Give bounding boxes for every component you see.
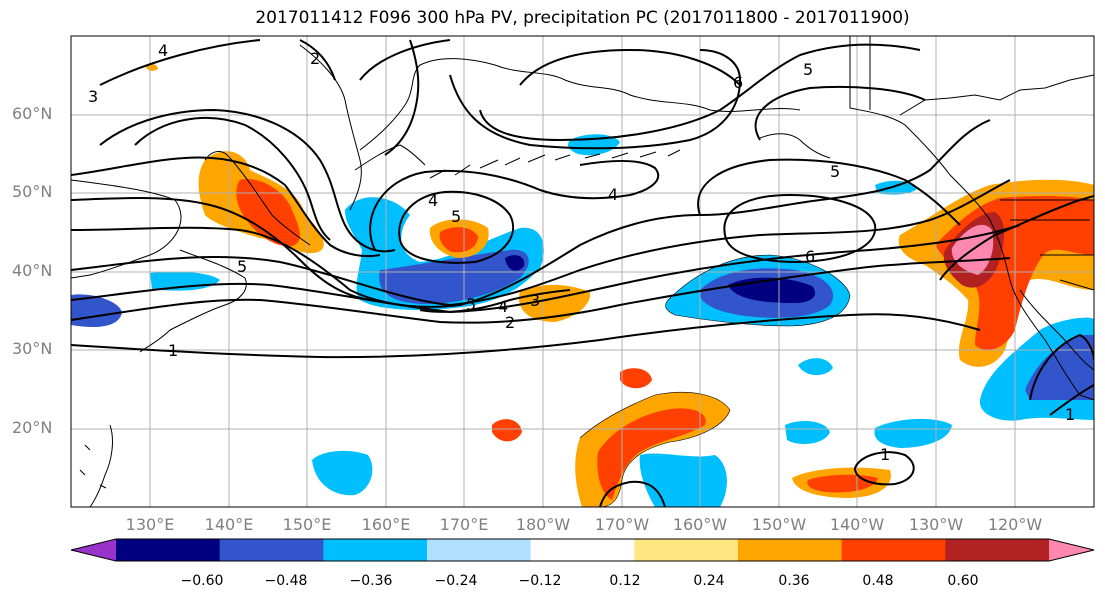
contour-label: 3 xyxy=(530,291,540,310)
contour-label: 2 xyxy=(310,49,320,68)
contour-label: 1 xyxy=(168,341,178,360)
contour-label: 4 xyxy=(608,185,618,204)
anomaly-negative-20n-150w xyxy=(785,420,830,444)
longitude-label: 150°W xyxy=(751,515,807,534)
contour-label: 6 xyxy=(805,247,815,266)
anomaly-negative-15n xyxy=(639,453,727,507)
anomaly-strong-20n xyxy=(597,408,706,500)
colorbar-tick-label: 0.48 xyxy=(862,573,894,589)
colorbar-tick-label: −0.60 xyxy=(180,573,224,589)
colorbar-cell xyxy=(530,539,635,561)
anomaly-positive-28n xyxy=(620,368,652,389)
contour-label-group: 4 2 3 6 5 5 4 4 5 6 5 5 4 3 2 1 1 1 xyxy=(88,41,1075,464)
colorbar-tick-label: 0.24 xyxy=(693,573,725,589)
longitude-label: 130°W xyxy=(908,515,964,534)
colorbar-tick-label: −0.48 xyxy=(264,573,308,589)
map-frame xyxy=(70,35,1095,508)
anomaly-strong-170e xyxy=(439,227,478,253)
contour-label: 6 xyxy=(733,73,743,92)
anomaly-strong-japan xyxy=(236,179,300,247)
pv-contours xyxy=(71,39,1094,507)
colorbar-extend-high xyxy=(1049,539,1094,561)
colorbar xyxy=(70,538,1095,562)
longitude-label: 140°E xyxy=(204,515,254,534)
anomaly-negative-gulf xyxy=(875,180,918,195)
anomaly-negative-30n xyxy=(798,358,833,376)
anomaly-negative-25n-west xyxy=(312,450,373,496)
colorbar-outline xyxy=(70,538,1095,562)
latitude-label: 50°N xyxy=(12,182,53,201)
anomaly-positive-22n xyxy=(492,419,522,442)
longitude-label: 120°W xyxy=(987,515,1043,534)
colorbar-cell xyxy=(945,539,1050,561)
colorbar-tick-label: −0.12 xyxy=(518,573,562,589)
contour-label: 1 xyxy=(880,445,890,464)
map-title: 2017011412 F096 300 hPa PV, precipitatio… xyxy=(255,8,910,28)
contour-label: 3 xyxy=(88,87,98,106)
latitude-label: 60°N xyxy=(12,104,53,123)
anomaly-negative-central-strong xyxy=(379,249,529,305)
contour-label: 5 xyxy=(466,295,476,314)
longitude-label: 140°W xyxy=(829,515,885,534)
colorbar-cell xyxy=(219,539,324,561)
longitude-label: 160°W xyxy=(672,515,728,534)
colorbar-cells xyxy=(116,539,1050,561)
colorbar-tick-label: −0.24 xyxy=(434,573,478,589)
latitude-label: 20°N xyxy=(12,418,53,437)
longitude-label: 170°E xyxy=(439,515,489,534)
colorbar-tick-label: 0.36 xyxy=(778,573,810,589)
anomaly-negative-central-core xyxy=(505,255,525,271)
contour-label: 1 xyxy=(1065,405,1075,424)
longitude-label: 130°E xyxy=(125,515,175,534)
longitude-label: 170°W xyxy=(594,515,650,534)
contour-label: 5 xyxy=(803,60,813,79)
anomaly-negative-mexico-strong xyxy=(1025,335,1094,400)
colorbar-tick-label: 0.60 xyxy=(947,573,979,589)
contour-label: 5 xyxy=(237,257,247,276)
coastlines xyxy=(71,36,1094,507)
colorbar-cell xyxy=(427,539,532,561)
colorbar-cell xyxy=(738,539,843,561)
longitude-label: 180°W xyxy=(515,515,571,534)
latitude-label: 30°N xyxy=(12,339,53,358)
contour-label: 5 xyxy=(830,162,840,181)
contour-label: 4 xyxy=(428,191,438,210)
anomaly-negative-20n-135w xyxy=(874,418,952,448)
shading-outlines xyxy=(579,254,851,507)
latitude-label: 40°N xyxy=(12,261,53,280)
contour-label: 5 xyxy=(451,207,461,226)
colorbar-cell xyxy=(634,539,739,561)
colorbar-cell xyxy=(323,539,428,561)
longitude-label: 150°E xyxy=(282,515,332,534)
colorbar-cell xyxy=(841,539,946,561)
anomaly-strong-12n xyxy=(807,474,878,493)
contour-label: 4 xyxy=(498,297,508,316)
contour-label: 4 xyxy=(158,41,168,60)
colorbar-tick-label: −0.36 xyxy=(349,573,393,589)
colorbar-extend-low xyxy=(71,539,116,561)
colorbar-tick-label: 0.12 xyxy=(609,573,641,589)
longitude-label: 160°E xyxy=(361,515,411,534)
colorbar-cell xyxy=(116,539,221,561)
contour-label: 2 xyxy=(505,313,515,332)
